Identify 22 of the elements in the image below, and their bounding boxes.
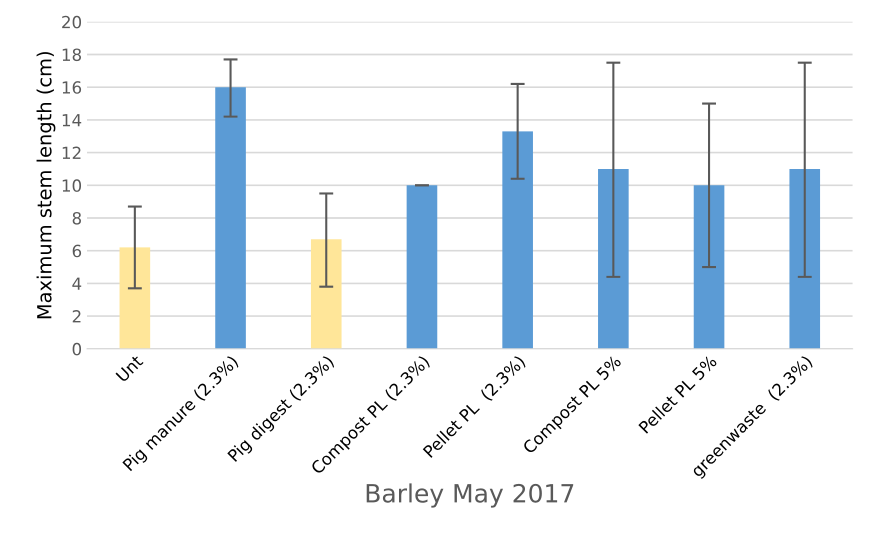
y-tick-label: 6 [72, 244, 82, 258]
y-tick-label: 12 [62, 146, 80, 159]
bar [502, 131, 533, 349]
x-axis-title: Barley May 2017 [366, 483, 574, 508]
bar [694, 185, 724, 349]
y-tick-label: 2 [72, 310, 80, 322]
bar [120, 247, 150, 349]
y-tick-label: 10 [62, 179, 82, 192]
x-tick-label: Unt [116, 354, 144, 382]
y-tick-label: 14 [62, 114, 82, 126]
bar [406, 185, 438, 349]
bar [598, 168, 629, 349]
y-tick-label: 20 [62, 16, 82, 28]
y-tick-label: 0 [72, 342, 82, 356]
y-tick-label: 8 [72, 212, 81, 225]
bar [310, 239, 342, 349]
bar [215, 87, 246, 349]
y-tick-label: 4 [72, 278, 82, 290]
bar [789, 168, 820, 349]
y-tick-label: 16 [62, 81, 82, 94]
y-tick-label: 18 [62, 48, 81, 62]
y-axis-title: Maximum stem length (cm) [36, 52, 56, 318]
